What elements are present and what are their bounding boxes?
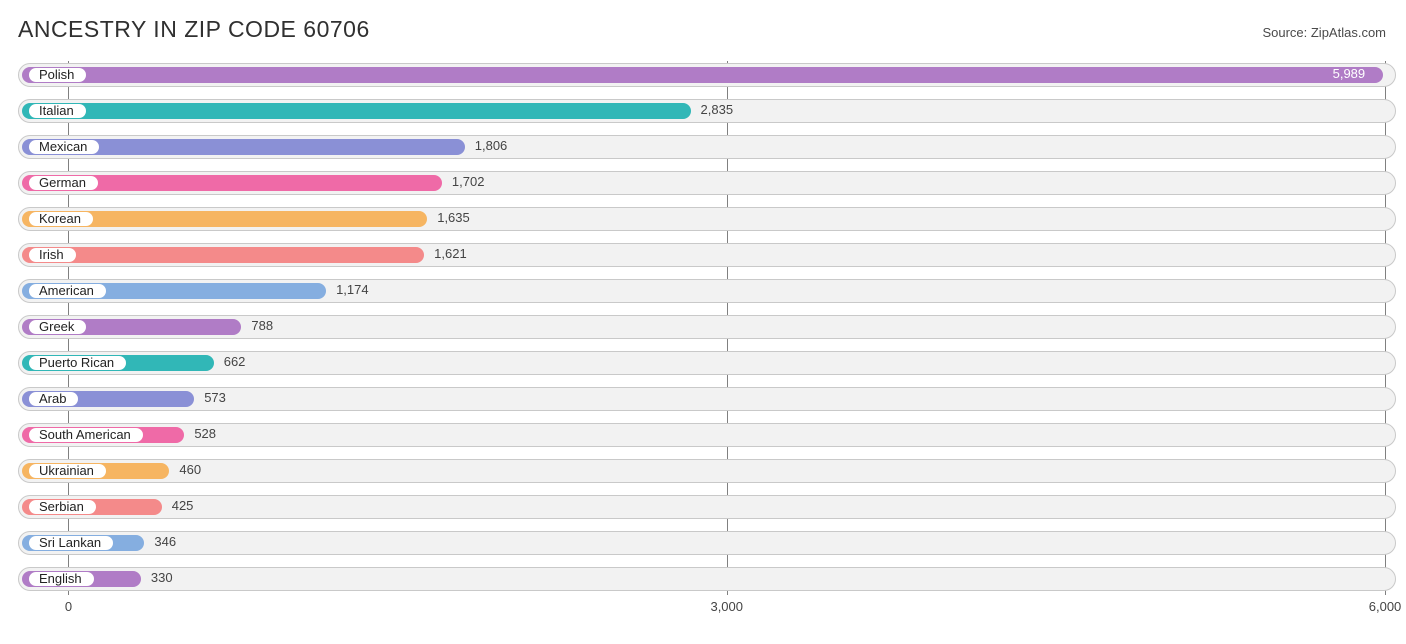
category-pill: Greek <box>28 319 87 335</box>
value-label: 528 <box>194 426 216 441</box>
category-pill: American <box>28 283 107 299</box>
bar-row: American 1,174 <box>18 277 1396 305</box>
category-label: Sri Lankan <box>39 535 101 551</box>
category-pill: Ukrainian <box>28 463 107 479</box>
category-pill: German <box>28 175 99 191</box>
bar-row: South American 528 <box>18 421 1396 449</box>
bar-row: Mexican 1,806 <box>18 133 1396 161</box>
bar-track <box>18 531 1396 555</box>
bar-track <box>18 459 1396 483</box>
chart-container: ANCESTRY IN ZIP CODE 60706 Source: ZipAt… <box>0 0 1406 644</box>
value-label: 1,702 <box>452 174 485 189</box>
bar <box>22 67 1383 83</box>
category-label: Polish <box>39 67 74 83</box>
plot-area: 03,0006,000Polish5,989Italian2,835Mexica… <box>18 61 1396 621</box>
category-pill: Arab <box>28 391 79 407</box>
category-pill: Sri Lankan <box>28 535 114 551</box>
category-label: German <box>39 175 86 191</box>
x-tick-label: 0 <box>65 599 72 614</box>
category-label: Puerto Rican <box>39 355 114 371</box>
category-label: Arab <box>39 391 66 407</box>
category-label: Ukrainian <box>39 463 94 479</box>
value-label: 2,835 <box>701 102 734 117</box>
category-label: Mexican <box>39 139 87 155</box>
bar-row: German 1,702 <box>18 169 1396 197</box>
chart-area: 03,0006,000Polish5,989Italian2,835Mexica… <box>18 61 1396 621</box>
bar-row: English 330 <box>18 565 1396 593</box>
category-label: Irish <box>39 247 64 263</box>
header: ANCESTRY IN ZIP CODE 60706 Source: ZipAt… <box>18 16 1396 43</box>
category-pill: Italian <box>28 103 87 119</box>
category-label: English <box>39 571 82 587</box>
value-label: 425 <box>172 498 194 513</box>
category-label: American <box>39 283 94 299</box>
value-label: 1,621 <box>434 246 467 261</box>
category-label: Greek <box>39 319 74 335</box>
category-pill: Irish <box>28 247 77 263</box>
bar-track <box>18 423 1396 447</box>
bar-row: Irish 1,621 <box>18 241 1396 269</box>
x-tick-label: 3,000 <box>710 599 743 614</box>
value-label: 1,174 <box>336 282 369 297</box>
bar-row: Greek 788 <box>18 313 1396 341</box>
category-pill: Mexican <box>28 139 100 155</box>
category-pill: Polish <box>28 67 87 83</box>
bar-row: Serbian 425 <box>18 493 1396 521</box>
category-label: South American <box>39 427 131 443</box>
category-pill: Serbian <box>28 499 97 515</box>
value-label: 573 <box>204 390 226 405</box>
x-tick-label: 6,000 <box>1369 599 1402 614</box>
value-label: 788 <box>251 318 273 333</box>
category-label: Korean <box>39 211 81 227</box>
value-label: 5,989 <box>1333 66 1366 81</box>
category-pill: Puerto Rican <box>28 355 127 371</box>
bar-row: Polish 5,989 <box>18 61 1396 89</box>
bar-track <box>18 495 1396 519</box>
bar-row: Korean 1,635 <box>18 205 1396 233</box>
bar-row: Italian 2,835 <box>18 97 1396 125</box>
bar <box>22 103 691 119</box>
bar-row: Puerto Rican 662 <box>18 349 1396 377</box>
category-pill: English <box>28 571 95 587</box>
value-label: 330 <box>151 570 173 585</box>
value-label: 662 <box>224 354 246 369</box>
value-label: 1,806 <box>475 138 508 153</box>
source-attribution: Source: ZipAtlas.com <box>1262 25 1386 40</box>
category-label: Italian <box>39 103 74 119</box>
category-pill: Korean <box>28 211 94 227</box>
value-label: 346 <box>154 534 176 549</box>
bar <box>22 247 424 263</box>
value-label: 460 <box>179 462 201 477</box>
bar-row: Sri Lankan 346 <box>18 529 1396 557</box>
category-pill: South American <box>28 427 144 443</box>
bar-track <box>18 567 1396 591</box>
bar-row: Arab 573 <box>18 385 1396 413</box>
bar-row: Ukrainian 460 <box>18 457 1396 485</box>
category-label: Serbian <box>39 499 84 515</box>
chart-title: ANCESTRY IN ZIP CODE 60706 <box>18 16 370 43</box>
value-label: 1,635 <box>437 210 470 225</box>
